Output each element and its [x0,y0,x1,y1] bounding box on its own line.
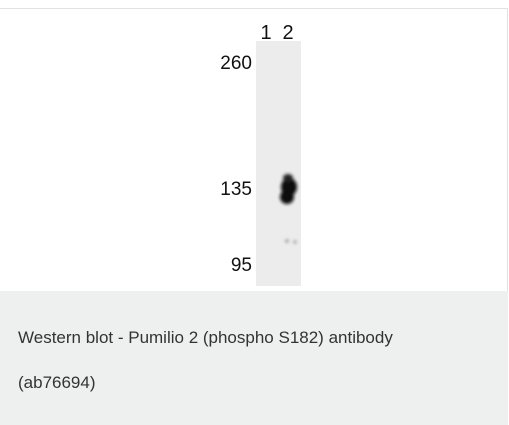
mw-marker: 95 [231,255,252,276]
lane-label: 1 [260,22,271,44]
caption: Western blot - Pumilio 2 (phospho S182) … [0,291,508,425]
membrane-strip [256,41,301,286]
mw-marker: 260 [220,53,252,74]
caption-line: (ab76694) [18,373,96,393]
lane-label: 2 [282,22,293,44]
figure-card: 1 2 260 135 95 Western blot - Pumilio 2 … [0,8,508,424]
mw-marker: 135 [220,179,252,200]
page: {"figure": {"lane_labels": ["1", "2"], "… [0,0,509,425]
caption-line: Western blot - Pumilio 2 (phospho S182) … [18,328,393,348]
blot-image: 1 2 260 135 95 [0,9,508,291]
